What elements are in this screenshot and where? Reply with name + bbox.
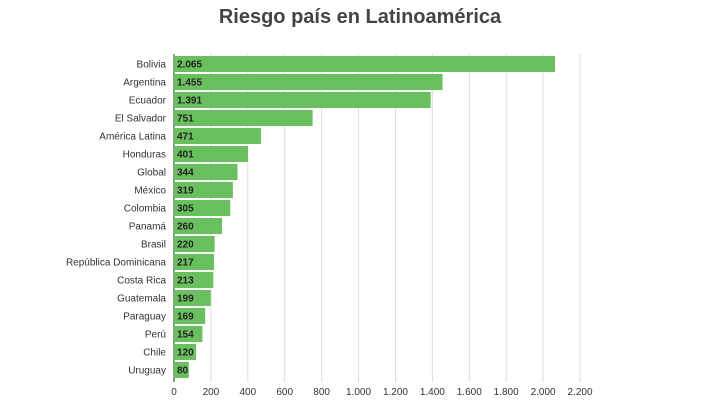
- category-label: América Latina: [99, 132, 166, 143]
- x-tick-label: 0: [171, 387, 177, 398]
- bar-5: [174, 128, 261, 144]
- value-label: 213: [177, 276, 194, 287]
- bars: [174, 56, 556, 378]
- value-label: 751: [177, 114, 194, 125]
- category-label: Guatemala: [117, 294, 166, 305]
- category-label: Brasil: [141, 240, 166, 251]
- value-label: 120: [177, 348, 194, 359]
- x-tick-label: 1.800: [494, 387, 519, 398]
- value-label: 260: [177, 222, 194, 233]
- category-label: Global: [137, 168, 166, 179]
- bar-8: [174, 182, 233, 198]
- category-label: Ecuador: [129, 96, 167, 107]
- category-label: Uruguay: [128, 366, 166, 377]
- value-label: 401: [177, 150, 194, 161]
- bar-13: [174, 272, 214, 288]
- category-label: Honduras: [123, 150, 166, 161]
- chart-title: Riesgo país en Latinoamérica: [218, 6, 502, 28]
- category-label: Paraguay: [123, 312, 166, 323]
- x-tick-label: 1.600: [457, 387, 482, 398]
- x-tick-label: 600: [276, 387, 293, 398]
- bar-2: [174, 74, 443, 90]
- category-label: México: [134, 186, 166, 197]
- value-label: 220: [177, 240, 194, 251]
- category-label: Colombia: [124, 204, 167, 215]
- bar-7: [174, 164, 238, 180]
- value-label: 1.455: [177, 78, 202, 89]
- bar-12: [174, 254, 215, 270]
- x-tick-label: 200: [203, 387, 220, 398]
- value-label: 169: [177, 312, 194, 323]
- x-tick-label: 1.200: [383, 387, 408, 398]
- bar-17: [174, 344, 197, 360]
- bar-10: [174, 218, 222, 234]
- value-label: 1.391: [177, 96, 202, 107]
- value-label: 80: [177, 366, 189, 377]
- bar-14: [174, 290, 211, 306]
- x-tick-label: 2.000: [531, 387, 556, 398]
- bar-15: [174, 308, 206, 324]
- bar-18: [174, 362, 189, 378]
- bar-1: [174, 56, 556, 72]
- category-label: El Salvador: [115, 114, 167, 125]
- category-label: Costa Rica: [117, 276, 166, 287]
- category-label: Bolivia: [137, 60, 167, 71]
- bar-16: [174, 326, 203, 342]
- bar-9: [174, 200, 231, 216]
- value-label: 2.065: [177, 60, 202, 71]
- bar-3: [174, 92, 431, 108]
- value-label: 199: [177, 294, 194, 305]
- category-label: Panamá: [129, 222, 167, 233]
- bar-6: [174, 146, 249, 162]
- bar-4: [174, 110, 313, 126]
- x-tick-label: 2.200: [567, 387, 592, 398]
- category-label: República Dominicana: [66, 258, 166, 269]
- x-tick-label: 400: [239, 387, 256, 398]
- category-label: Perú: [145, 330, 166, 341]
- x-tick-label: 1.000: [346, 387, 371, 398]
- x-tick-label: 1.400: [420, 387, 445, 398]
- value-label: 154: [177, 330, 194, 341]
- labels: 0 200 400 600 800 1.000 1.200 1.400 1.600 1.800 2.…: [66, 60, 593, 399]
- value-label: 344: [177, 168, 194, 179]
- category-label: Chile: [143, 348, 166, 359]
- value-label: 471: [177, 132, 194, 143]
- x-tick-label: 800: [313, 387, 330, 398]
- category-label: Argentina: [123, 78, 166, 89]
- bar-11: [174, 236, 215, 252]
- value-label: 305: [177, 204, 194, 215]
- value-label: 217: [177, 258, 194, 269]
- value-label: 319: [177, 186, 194, 197]
